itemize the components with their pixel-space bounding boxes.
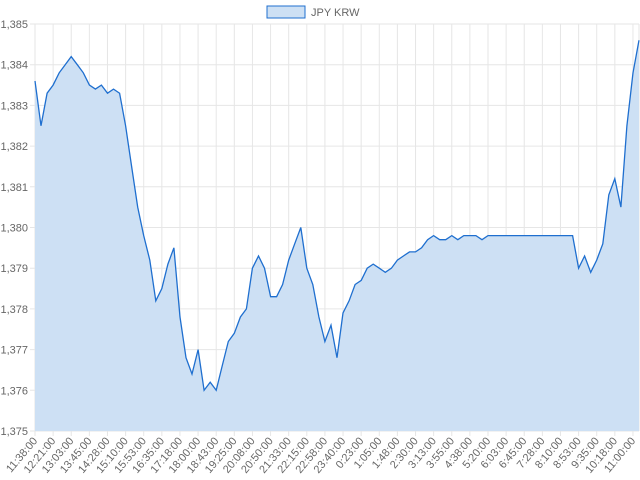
y-tick-label: 1,379: [0, 263, 28, 275]
legend-label: JPY KRW: [311, 7, 360, 19]
area-fill: [35, 40, 639, 432]
y-tick-label: 1,385: [0, 19, 28, 31]
y-tick-label: 1,376: [0, 385, 28, 397]
y-tick-label: 1,375: [0, 426, 28, 438]
y-tick-label: 1,378: [0, 304, 28, 316]
y-tick-label: 1,377: [0, 345, 28, 357]
y-tick-label: 1,382: [0, 141, 28, 153]
y-tick-label: 1,381: [0, 182, 28, 194]
y-tick-label: 1,384: [0, 60, 28, 72]
line: [34, 40, 640, 392]
y-tick-label: 1,383: [0, 100, 28, 112]
legend-swatch: [266, 5, 306, 19]
y-tick-label: 1,380: [0, 223, 28, 235]
